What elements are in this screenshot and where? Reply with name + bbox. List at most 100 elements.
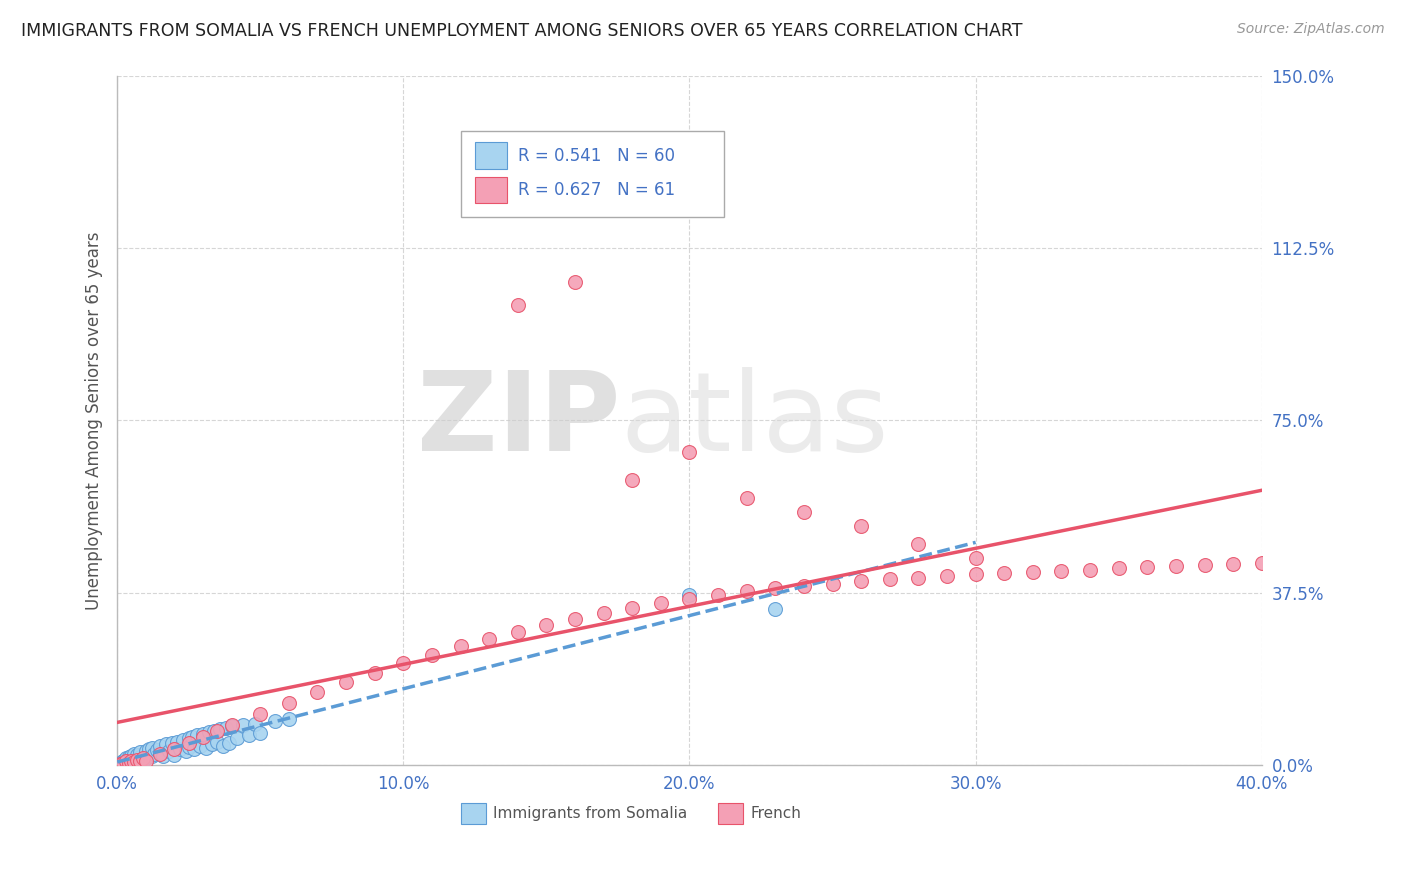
Point <box>450 640 472 654</box>
Text: Source: ZipAtlas.com: Source: ZipAtlas.com <box>1237 22 1385 37</box>
Point <box>735 491 758 506</box>
Text: Immigrants from Somalia: Immigrants from Somalia <box>492 805 688 821</box>
Point <box>1108 561 1130 575</box>
FancyBboxPatch shape <box>461 131 724 217</box>
Point <box>793 579 815 593</box>
Point <box>212 739 235 753</box>
Point <box>155 738 177 752</box>
Point <box>965 567 987 582</box>
Point <box>249 706 271 721</box>
Point <box>232 717 254 731</box>
Point <box>207 735 229 749</box>
Point <box>141 748 163 763</box>
Point <box>678 591 700 606</box>
Point <box>152 748 174 763</box>
Point <box>226 731 249 745</box>
Point <box>201 738 224 752</box>
Point <box>124 747 146 761</box>
Point <box>121 748 143 763</box>
Point <box>146 743 169 757</box>
Point <box>121 754 143 768</box>
Point <box>1194 558 1216 573</box>
Point <box>238 728 260 742</box>
Point <box>263 714 285 729</box>
Point <box>218 736 240 750</box>
Point <box>592 607 614 621</box>
Bar <box>718 803 744 823</box>
Point <box>188 739 211 753</box>
Point <box>650 596 672 610</box>
Point <box>117 756 139 771</box>
Point <box>993 566 1015 580</box>
Point <box>117 754 139 768</box>
Point <box>108 756 131 771</box>
Point <box>124 753 146 767</box>
Point <box>478 632 501 646</box>
Point <box>194 740 217 755</box>
Point <box>132 754 155 768</box>
Point <box>129 745 152 759</box>
Point <box>1222 557 1244 571</box>
Point <box>763 581 786 595</box>
Point <box>114 755 136 769</box>
Point <box>127 747 149 762</box>
Point <box>621 600 644 615</box>
Point <box>174 744 197 758</box>
Point <box>209 723 232 737</box>
Point <box>1050 564 1073 578</box>
Bar <box>475 177 508 203</box>
Point <box>135 744 157 758</box>
Point <box>364 666 387 681</box>
Point <box>114 751 136 765</box>
Point <box>204 723 226 738</box>
Point <box>160 736 183 750</box>
Text: R = 0.541   N = 60: R = 0.541 N = 60 <box>517 146 675 164</box>
Point <box>177 731 200 746</box>
Point <box>127 751 149 765</box>
Point <box>936 568 959 582</box>
Point <box>143 747 166 761</box>
Point <box>177 736 200 750</box>
Point <box>191 730 214 744</box>
Point <box>207 723 229 738</box>
Point <box>172 732 194 747</box>
Point <box>149 739 172 753</box>
Point <box>191 727 214 741</box>
Point <box>1022 565 1045 579</box>
Point <box>392 656 415 670</box>
Point <box>163 747 186 762</box>
Point <box>149 745 172 759</box>
Point <box>186 728 208 742</box>
Point <box>707 588 730 602</box>
Point <box>114 753 136 767</box>
Text: ZIP: ZIP <box>418 367 621 474</box>
Point <box>879 573 901 587</box>
Point <box>621 473 644 487</box>
Point <box>851 519 873 533</box>
Point <box>163 742 186 756</box>
Point <box>564 612 586 626</box>
Point <box>249 726 271 740</box>
Point <box>111 755 134 769</box>
Bar <box>475 143 508 169</box>
Point <box>678 588 700 602</box>
Point <box>124 756 146 770</box>
Point <box>907 570 929 584</box>
Text: R = 0.627   N = 61: R = 0.627 N = 61 <box>517 181 675 199</box>
Point <box>132 751 155 765</box>
Point <box>907 537 929 551</box>
Point <box>221 719 243 733</box>
Point <box>335 675 357 690</box>
Point <box>1136 560 1159 574</box>
Point <box>169 742 191 756</box>
Point <box>1078 563 1101 577</box>
Point <box>111 754 134 768</box>
Point <box>277 696 299 710</box>
Point <box>506 624 529 639</box>
Point <box>793 505 815 519</box>
Point <box>678 445 700 459</box>
Point <box>127 753 149 767</box>
Point <box>141 740 163 755</box>
Point <box>111 756 134 770</box>
Point <box>735 584 758 599</box>
